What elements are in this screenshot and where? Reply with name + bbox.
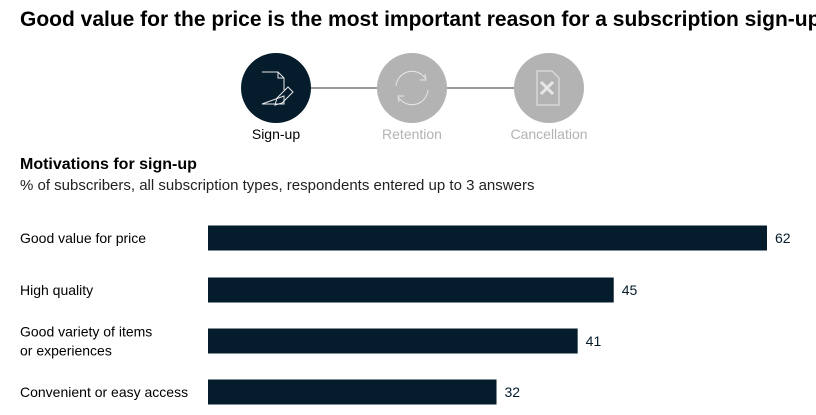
- chart-title: Good value for the price is the most imp…: [20, 8, 816, 31]
- refresh-icon: [395, 70, 429, 106]
- category-label: Good variety of items: [20, 324, 152, 340]
- stage-label-retention: Retention: [382, 126, 442, 142]
- data-label: 62: [775, 230, 791, 246]
- data-label: 45: [622, 282, 638, 298]
- category-label: Convenient or easy access: [20, 384, 188, 400]
- data-label: 32: [505, 384, 521, 400]
- document-pencil-icon: [261, 71, 294, 106]
- category-label: Good value for price: [20, 230, 146, 246]
- data-label: 41: [586, 333, 602, 349]
- category-label: High quality: [20, 282, 93, 298]
- document-x-icon: [536, 70, 560, 106]
- category-label: or experiences: [20, 343, 112, 359]
- chart-subtitle: Motivations for sign-up: [20, 156, 197, 173]
- bar: [208, 277, 614, 303]
- stage-circle-sign-up: [241, 53, 311, 123]
- stage-label-sign-up: Sign-up: [252, 126, 300, 142]
- bar: [208, 225, 767, 251]
- stage-label-cancellation: Cancellation: [510, 126, 587, 142]
- stage-circle-retention: [377, 53, 447, 123]
- bar: [208, 379, 497, 405]
- chart-description: % of subscribers, all subscription types…: [20, 177, 535, 194]
- bar: [208, 328, 578, 354]
